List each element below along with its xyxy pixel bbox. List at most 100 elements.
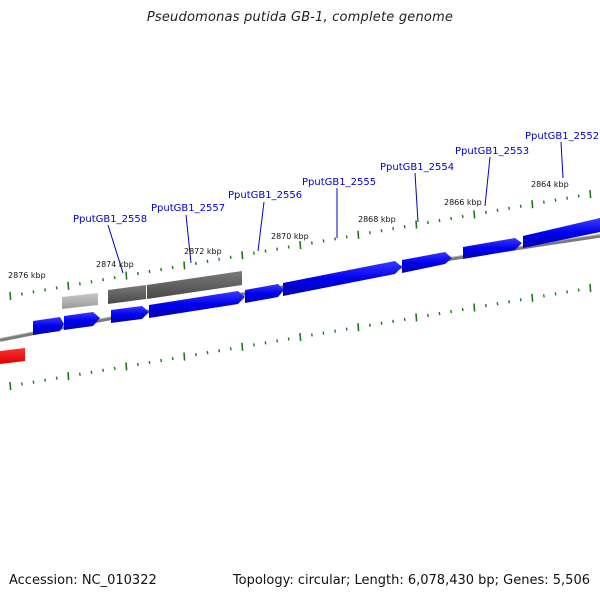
gene-label-2552[interactable]: PputGB1_2552	[525, 131, 599, 142]
ruler-label-2876: 2876 kbp	[8, 271, 46, 280]
outer-ruler-tick	[55, 286, 58, 290]
inner-ruler-tick	[183, 352, 186, 361]
outer-ruler-tick	[403, 225, 406, 229]
outer-ruler-tick	[438, 218, 441, 223]
gene-forward-2[interactable]	[64, 312, 100, 330]
inner-ruler-tick	[334, 329, 337, 333]
outer-ruler-tick	[380, 229, 383, 233]
inner-ruler-tick	[299, 332, 302, 342]
inner-ruler-tick	[380, 321, 383, 325]
outer-ruler-tick	[171, 265, 174, 270]
gene-label-2556[interactable]: PputGB1_2556	[228, 190, 302, 201]
outer-ruler-tick	[160, 267, 163, 272]
inner-ruler-tick	[32, 380, 35, 384]
outer-tick-ruler	[9, 189, 592, 301]
inner-ruler-tick	[90, 370, 93, 374]
outer-ruler-tick	[357, 230, 360, 239]
outer-ruler-tick	[148, 269, 151, 274]
gene-label-2558[interactable]: PputGB1_2558	[73, 214, 147, 225]
outer-ruler-tick	[473, 210, 476, 219]
gene-red[interactable]	[0, 348, 25, 364]
inner-ruler-tick	[508, 300, 511, 304]
outer-ruler-tick	[392, 227, 395, 231]
inner-ruler-tick	[218, 349, 221, 353]
gene-forward-6[interactable]	[283, 261, 402, 296]
ruler-label-2868: 2868 kbp	[358, 215, 396, 224]
outer-ruler-tick	[9, 291, 12, 301]
gene-forward-5[interactable]	[245, 284, 284, 303]
outer-ruler-tick	[415, 220, 418, 229]
outer-ruler-tick	[589, 189, 592, 199]
inner-ruler-tick	[392, 319, 395, 323]
inner-ruler-tick	[276, 339, 279, 343]
outer-ruler-tick	[334, 237, 337, 241]
outer-ruler-tick	[183, 261, 186, 270]
inner-ruler-tick	[78, 372, 81, 376]
gene-label-2553[interactable]: PputGB1_2553	[455, 146, 529, 157]
ruler-label-2872: 2872 kbp	[184, 247, 222, 256]
outer-ruler-tick	[44, 288, 47, 292]
ruler-label-2870: 2870 kbp	[271, 232, 309, 241]
inner-ruler-tick	[438, 311, 441, 316]
inner-ruler-tick	[461, 307, 464, 312]
outer-ruler-tick	[113, 276, 116, 280]
accession-text: Accession: NC_010322	[9, 573, 157, 588]
inner-ruler-tick	[542, 294, 545, 298]
ruler-label-2864: 2864 kbp	[531, 180, 569, 189]
inner-ruler-tick	[136, 362, 139, 367]
inner-ruler-tick	[113, 366, 116, 370]
inner-ruler-tick	[20, 382, 23, 386]
outer-ruler-tick	[206, 259, 209, 263]
inner-ruler-tick	[160, 358, 163, 363]
outer-ruler-tick	[67, 281, 70, 290]
inner-ruler-tick	[368, 323, 371, 327]
inner-ruler-tick	[148, 360, 151, 365]
inner-ruler-tick	[44, 378, 47, 382]
gene-forward-7[interactable]	[402, 252, 452, 273]
gene-forward-3[interactable]	[111, 306, 149, 323]
gene-reverse-dark-1[interactable]	[108, 285, 146, 304]
gene-reverse-light[interactable]	[62, 293, 98, 309]
inner-ruler-tick	[171, 356, 174, 361]
gene-label-2557[interactable]: PputGB1_2557	[151, 203, 225, 214]
outer-ruler-tick	[519, 204, 522, 208]
outer-ruler-tick	[78, 282, 81, 286]
inner-ruler-tick	[403, 317, 406, 321]
outer-ruler-tick	[241, 251, 244, 260]
outer-ruler-tick	[322, 239, 325, 243]
outer-ruler-tick	[218, 257, 221, 261]
outer-ruler-tick	[310, 241, 313, 245]
outer-ruler-tick	[554, 198, 557, 202]
outer-ruler-tick	[194, 261, 197, 265]
inner-ruler-tick	[264, 341, 267, 345]
inner-ruler-tick	[531, 293, 534, 302]
inner-ruler-tick	[450, 309, 453, 314]
outer-ruler-tick	[136, 271, 139, 276]
outer-ruler-tick	[32, 290, 35, 294]
inner-ruler-tick	[67, 372, 70, 381]
gene-forward-1[interactable]	[33, 317, 64, 335]
outer-ruler-tick	[20, 292, 23, 296]
inner-ruler-tick	[426, 313, 429, 318]
gene-forward-4[interactable]	[149, 291, 245, 318]
gene-forward-8[interactable]	[463, 238, 522, 259]
outer-ruler-tick	[496, 208, 499, 212]
outer-ruler-tick	[276, 247, 279, 251]
inner-tick-ruler	[9, 283, 592, 391]
inner-ruler-tick	[589, 283, 592, 293]
outer-ruler-tick	[450, 216, 453, 221]
gene-label-2554[interactable]: PputGB1_2554	[380, 162, 454, 173]
gene-label-2555[interactable]: PputGB1_2555	[302, 177, 376, 188]
inner-ruler-tick	[252, 343, 255, 347]
inner-ruler-tick	[194, 353, 197, 357]
outer-ruler-tick	[229, 255, 232, 259]
genome-summary-text: Topology: circular; Length: 6,078,430 bp…	[232, 573, 590, 588]
inner-ruler-tick	[310, 333, 313, 337]
ruler-labels: 2864 kbp 2866 kbp 2868 kbp 2870 kbp 2872…	[8, 180, 569, 280]
inner-ruler-tick	[415, 313, 418, 322]
outer-ruler-tick	[368, 231, 371, 235]
gene-forward-9[interactable]	[523, 218, 600, 248]
gene-reverse-dark-2[interactable]	[147, 271, 242, 299]
outer-ruler-tick	[531, 200, 534, 209]
